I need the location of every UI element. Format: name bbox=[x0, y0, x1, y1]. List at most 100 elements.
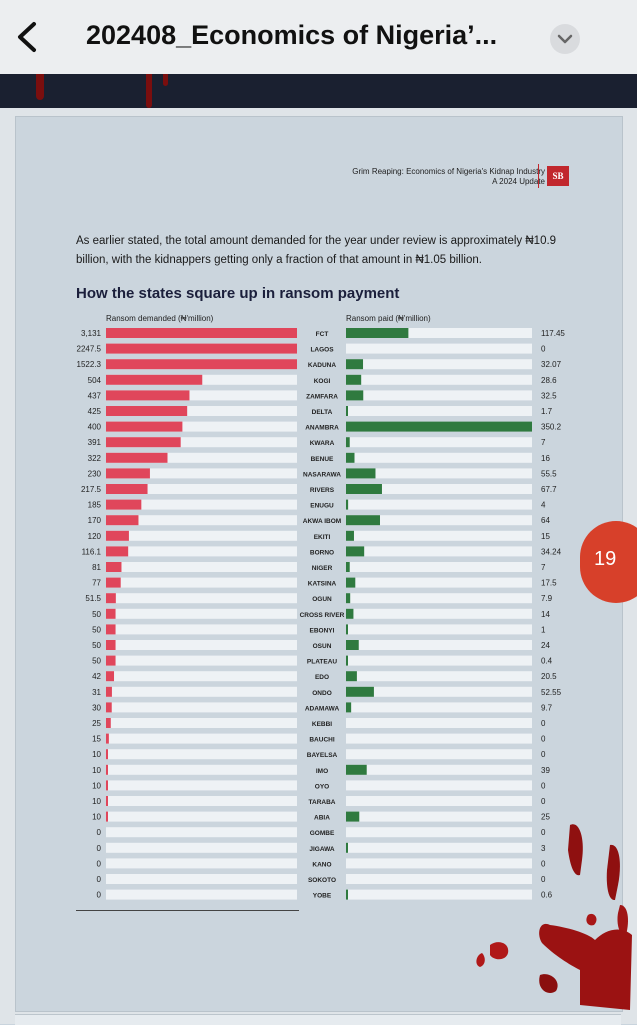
demanded-value-label: 10 bbox=[92, 813, 101, 822]
demanded-bar bbox=[106, 406, 188, 416]
demanded-value-label: 0 bbox=[97, 828, 102, 837]
paid-track bbox=[346, 749, 532, 760]
demanded-track bbox=[106, 842, 297, 853]
paid-value-label: 1.7 bbox=[541, 407, 553, 416]
demanded-track bbox=[106, 390, 297, 401]
state-label: ZAMFARA bbox=[306, 393, 338, 400]
next-page-edge bbox=[15, 1014, 621, 1025]
paid-track bbox=[346, 359, 532, 370]
paid-track bbox=[346, 406, 532, 416]
page-number-badge[interactable] bbox=[580, 521, 637, 603]
demanded-value-label: 25 bbox=[92, 719, 101, 728]
demanded-value-label: 230 bbox=[88, 469, 102, 478]
demanded-value-label: 0 bbox=[97, 844, 102, 853]
demanded-track bbox=[106, 874, 297, 884]
paid-bar bbox=[346, 390, 364, 401]
demanded-value-label: 51.5 bbox=[85, 594, 101, 603]
paid-track bbox=[346, 343, 532, 354]
paid-value-label: 4 bbox=[541, 501, 546, 510]
paid-value-label: 1 bbox=[541, 625, 546, 634]
demanded-bar bbox=[106, 359, 297, 370]
paid-track bbox=[346, 390, 532, 401]
paid-track bbox=[346, 655, 532, 666]
demanded-track bbox=[106, 624, 297, 635]
state-label: NIGER bbox=[312, 565, 333, 572]
demanded-bar bbox=[106, 780, 108, 791]
demanded-bar bbox=[106, 608, 116, 619]
paid-value-label: 7 bbox=[541, 563, 546, 572]
paid-value-label: 0.6 bbox=[541, 891, 553, 900]
demanded-track bbox=[106, 640, 297, 650]
paid-track bbox=[346, 842, 532, 853]
paid-bar bbox=[346, 593, 351, 604]
state-label: SOKOTO bbox=[308, 877, 336, 884]
state-label: LAGOS bbox=[310, 347, 334, 354]
state-label: GOMBE bbox=[310, 830, 335, 837]
paid-track bbox=[346, 811, 532, 822]
state-label: ONDO bbox=[312, 690, 332, 697]
state-label: BENUE bbox=[311, 456, 334, 463]
state-label: KWARA bbox=[310, 440, 335, 447]
demanded-track bbox=[106, 515, 297, 526]
state-label: OSUN bbox=[313, 643, 332, 650]
demanded-track bbox=[106, 452, 297, 463]
demanded-value-label: 0 bbox=[97, 859, 102, 868]
header-divider bbox=[538, 164, 539, 188]
demanded-bar bbox=[106, 655, 116, 666]
chevron-left-icon[interactable] bbox=[12, 20, 46, 54]
demanded-bar bbox=[106, 764, 108, 775]
demanded-value-label: 170 bbox=[88, 516, 102, 525]
document-title: 202408_Economics of Nigeria’... bbox=[86, 20, 498, 50]
state-label: TARABA bbox=[309, 799, 336, 806]
demanded-value-label: 10 bbox=[92, 766, 101, 775]
demanded-bar bbox=[106, 530, 129, 541]
demanded-bar bbox=[106, 686, 112, 697]
demanded-track bbox=[106, 562, 297, 572]
demanded-track bbox=[106, 546, 297, 557]
paid-value-label: 32.07 bbox=[541, 360, 562, 369]
state-label: AKWA IBOM bbox=[303, 518, 341, 525]
state-label: RIVERS bbox=[310, 487, 335, 494]
state-label: DELTA bbox=[312, 409, 333, 416]
paid-track bbox=[346, 608, 532, 619]
paid-bar bbox=[346, 889, 348, 900]
demanded-value-label: 10 bbox=[92, 797, 101, 806]
demanded-value-label: 2247.5 bbox=[77, 345, 102, 354]
demanded-value-label: 81 bbox=[92, 563, 101, 572]
demanded-value-label: 3,131 bbox=[81, 329, 102, 338]
state-label: OYO bbox=[315, 783, 329, 790]
demanded-bar bbox=[106, 671, 115, 682]
paid-bar bbox=[346, 515, 380, 526]
demanded-value-label: 10 bbox=[92, 781, 101, 790]
chart-axis-line bbox=[76, 910, 299, 911]
bloody-handprint-icon bbox=[476, 824, 632, 1010]
state-label: PLATEAU bbox=[307, 659, 338, 666]
paid-track bbox=[346, 780, 532, 791]
paid-track bbox=[346, 484, 532, 494]
paid-value-label: 14 bbox=[541, 610, 550, 619]
demanded-track bbox=[106, 406, 297, 416]
demanded-track bbox=[106, 577, 297, 588]
state-label: EDO bbox=[315, 674, 329, 681]
paid-track bbox=[346, 671, 532, 682]
state-label: KADUNA bbox=[308, 362, 336, 369]
paid-track bbox=[346, 702, 532, 713]
paid-bar bbox=[346, 437, 350, 448]
demanded-bar bbox=[106, 702, 112, 713]
paid-value-label: 0 bbox=[541, 719, 546, 728]
demanded-track bbox=[106, 827, 297, 838]
paid-value-label: 0 bbox=[541, 797, 546, 806]
state-label: ANAMBRA bbox=[305, 425, 339, 432]
demanded-axis-label: Ransom demanded (₦'million) bbox=[106, 314, 214, 323]
paid-value-label: 15 bbox=[541, 532, 550, 541]
chevron-down-icon[interactable] bbox=[550, 24, 580, 54]
paid-value-label: 0 bbox=[541, 828, 546, 837]
paid-value-label: 34.24 bbox=[541, 547, 562, 556]
demanded-bar bbox=[106, 499, 142, 510]
paid-track bbox=[346, 452, 532, 463]
demanded-value-label: 10 bbox=[92, 750, 101, 759]
paid-track bbox=[346, 577, 532, 588]
paid-bar bbox=[346, 421, 532, 432]
paid-track bbox=[346, 530, 532, 541]
demanded-track bbox=[106, 593, 297, 604]
